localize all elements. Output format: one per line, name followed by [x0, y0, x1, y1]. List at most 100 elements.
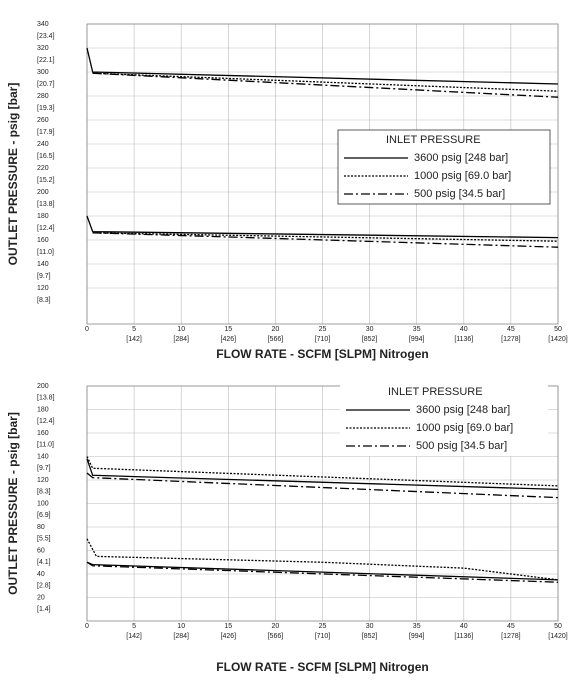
y-tick-secondary-label: [16.5] — [37, 153, 55, 160]
y-tick-secondary-label: [8.3] — [37, 297, 51, 304]
y-tick-secondary-label: [9.7] — [37, 273, 51, 280]
x-tick-secondary-label: [852] — [362, 336, 378, 343]
legend-label: 500 psig [34.5 bar] — [414, 188, 505, 200]
y-tick-secondary-label: [20.7] — [37, 81, 55, 88]
y-tick-secondary-label: [22.1] — [37, 57, 55, 64]
y-tick-label: 40 — [37, 571, 45, 578]
legend-label: 1000 psig [69.0 bar] — [414, 170, 511, 182]
y-tick-label: 160 — [37, 430, 49, 437]
y-tick-secondary-label: [19.3] — [37, 105, 55, 112]
x-tick-secondary-label: [284] — [173, 336, 189, 343]
y-axis-title: OUTLET PRESSURE - psig [bar] — [6, 83, 20, 266]
legend-title: INLET PRESSURE — [386, 134, 481, 146]
x-tick-label: 15 — [224, 326, 232, 333]
x-tick-secondary-label: [852] — [362, 633, 378, 640]
x-tick-secondary-label: [284] — [173, 633, 189, 640]
y-tick-label: 280 — [37, 93, 49, 100]
y-tick-secondary-label: [5.5] — [37, 536, 51, 543]
y-tick-label: 180 — [37, 213, 49, 220]
y-tick-secondary-label: [12.4] — [37, 418, 55, 425]
x-tick-label: 25 — [319, 326, 327, 333]
x-axis-title: FLOW RATE - SCFM [SLPM] Nitrogen — [216, 347, 428, 361]
x-tick-label: 45 — [507, 326, 515, 333]
series-line — [86, 472, 559, 583]
x-tick-secondary-label: [566] — [268, 336, 284, 343]
y-tick-secondary-label: [15.2] — [37, 177, 55, 184]
x-tick-label: 50 — [554, 623, 562, 630]
x-tick-secondary-label: [142] — [126, 336, 142, 343]
y-tick-label: 340 — [37, 21, 49, 28]
x-tick-label: 20 — [272, 326, 280, 333]
y-tick-secondary-label: [23.4] — [37, 33, 55, 40]
y-tick-label: 260 — [37, 117, 49, 124]
x-tick-secondary-label: [1136] — [454, 633, 473, 640]
y-tick-label: 140 — [37, 453, 49, 460]
legend-label: 500 psig [34.5 bar] — [416, 440, 507, 452]
y-tick-secondary-label: [8.3] — [37, 489, 51, 496]
y-tick-secondary-label: [2.8] — [37, 583, 51, 590]
x-tick-secondary-label: [566] — [268, 633, 284, 640]
x-tick-secondary-label: [994] — [409, 633, 425, 640]
x-tick-secondary-label: [1136] — [454, 336, 473, 343]
x-tick-label: 15 — [224, 623, 232, 630]
x-tick-label: 35 — [413, 623, 421, 630]
x-tick-label: 25 — [319, 623, 327, 630]
series-line — [86, 456, 559, 581]
y-tick-label: 100 — [37, 500, 49, 507]
y-tick-label: 240 — [37, 141, 49, 148]
x-tick-label: 20 — [272, 623, 280, 630]
y-axis-title: OUTLET PRESSURE - psig [bar] — [6, 412, 20, 595]
y-tick-secondary-label: [6.9] — [37, 512, 51, 519]
y-tick-secondary-label: [1.4] — [37, 606, 51, 613]
x-tick-label: 0 — [85, 623, 89, 630]
y-tick-secondary-label: [12.4] — [37, 225, 55, 232]
y-tick-label: 200 — [37, 383, 49, 390]
x-tick-secondary-label: [1420] — [548, 633, 568, 640]
x-tick-label: 10 — [177, 623, 185, 630]
y-tick-label: 140 — [37, 261, 49, 268]
x-tick-label: 10 — [177, 326, 185, 333]
y-tick-label: 220 — [37, 165, 49, 172]
y-tick-label: 60 — [37, 547, 45, 554]
x-tick-label: 40 — [460, 326, 468, 333]
legend-label: 3600 psig [248 bar] — [416, 404, 510, 416]
x-tick-label: 30 — [366, 326, 374, 333]
y-tick-label: 200 — [37, 189, 49, 196]
y-tick-label: 300 — [37, 69, 49, 76]
series-line — [92, 72, 559, 242]
y-tick-secondary-label: [13.8] — [37, 201, 55, 208]
legend-box — [337, 129, 551, 205]
plot-frame — [86, 23, 559, 325]
series-line — [92, 72, 559, 248]
x-tick-secondary-label: [994] — [409, 336, 425, 343]
y-tick-secondary-label: [11.0] — [37, 442, 54, 449]
x-tick-label: 45 — [507, 623, 515, 630]
y-tick-label: 160 — [37, 237, 49, 244]
y-tick-label: 20 — [37, 594, 45, 601]
series-line — [86, 47, 559, 239]
x-tick-secondary-label: [710] — [315, 633, 331, 640]
x-tick-label: 30 — [366, 623, 374, 630]
x-tick-label: 5 — [132, 326, 136, 333]
y-tick-secondary-label: [13.8] — [37, 395, 55, 402]
y-tick-label: 80 — [37, 524, 45, 531]
y-tick-label: 120 — [37, 285, 49, 292]
x-tick-label: 40 — [460, 623, 468, 630]
x-tick-secondary-label: [142] — [126, 633, 142, 640]
y-tick-secondary-label: [4.1] — [37, 559, 51, 566]
y-tick-label: 120 — [37, 477, 49, 484]
x-tick-secondary-label: [426] — [221, 336, 237, 343]
legend-label: 1000 psig [69.0 bar] — [416, 422, 513, 434]
y-tick-secondary-label: [11.0] — [37, 249, 54, 256]
x-axis-title: FLOW RATE - SCFM [SLPM] Nitrogen — [216, 660, 428, 674]
x-tick-label: 0 — [85, 326, 89, 333]
x-tick-label: 50 — [554, 326, 562, 333]
y-tick-label: 320 — [37, 45, 49, 52]
x-tick-label: 35 — [413, 326, 421, 333]
plot-frame — [86, 385, 559, 622]
y-tick-label: 180 — [37, 406, 49, 413]
legend-box — [340, 382, 548, 456]
x-tick-label: 5 — [132, 623, 136, 630]
legend-label: 3600 psig [248 bar] — [414, 152, 508, 164]
